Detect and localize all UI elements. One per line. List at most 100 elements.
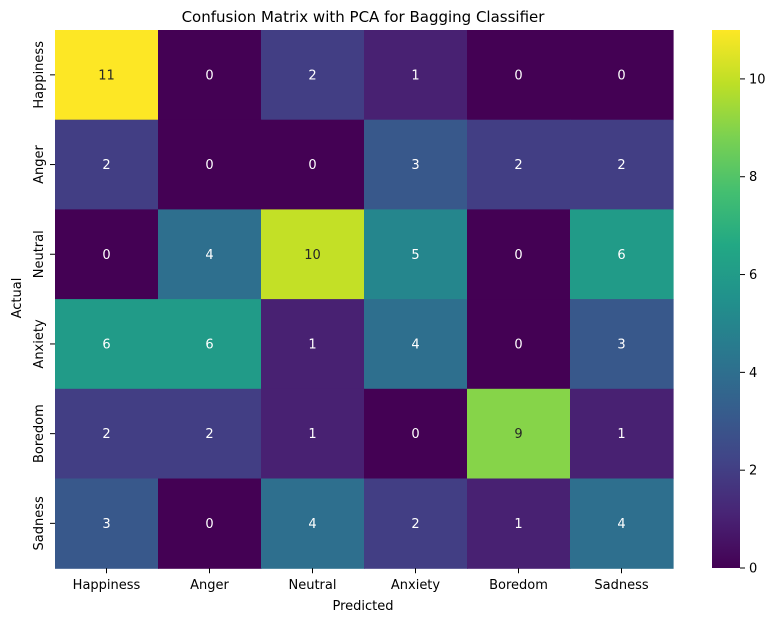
heatmap-cell <box>570 299 674 390</box>
cell-annotations: 11 0 2 1 0 02 0 0 3 2 20 4 10 5 0 66 6 1 4 0 32 2 1 0 9 13 0 4 2 1 4 <box>98 68 625 531</box>
heatmap-cell <box>364 209 468 300</box>
chart-title: Confusion Matrix with PCA for Bagging Cl… <box>182 8 546 26</box>
heatmap-cell <box>55 299 159 390</box>
cell-value-label: 2 <box>102 427 110 442</box>
colorbar-tick-label: 6 <box>749 268 757 283</box>
cell-value-label: 2 <box>205 427 213 442</box>
cell-value-label: 0 <box>308 158 316 173</box>
cell-value-label: 4 <box>617 517 625 532</box>
x-axis-label: Predicted <box>332 599 393 614</box>
heatmap-cell <box>467 388 571 480</box>
cell-value-label: 0 <box>514 337 522 352</box>
cell-value-label: 2 <box>308 68 316 83</box>
cell-value-label: 2 <box>617 158 625 173</box>
y-tick-labels: Happiness Anger Neutral Anxiety Boredom Sadne… <box>32 41 55 550</box>
cell-value-label: 0 <box>205 158 213 173</box>
heatmap-cell <box>364 30 468 121</box>
cell-value-label: 0 <box>102 248 110 263</box>
heatmap-cell <box>364 299 468 390</box>
colorbar-ticks: 0 2 4 6 8 10 <box>740 72 766 577</box>
cell-value-label: 4 <box>308 517 316 532</box>
y-axis-label: Actual <box>10 278 25 319</box>
cell-value-label: 10 <box>304 248 321 263</box>
heatmap-cell <box>261 119 365 210</box>
x-tick-label: Anger <box>190 578 229 593</box>
heatmap-cell <box>158 119 262 210</box>
heatmap-cell <box>158 478 262 569</box>
colorbar-tick-label: 8 <box>749 170 757 185</box>
heatmap-cell <box>467 30 571 121</box>
y-tick-label: Happiness <box>32 41 47 109</box>
cell-value-label: 0 <box>205 68 213 83</box>
cell-value-label: 2 <box>514 158 522 173</box>
cell-value-label: 3 <box>617 337 625 352</box>
cell-value-label: 2 <box>411 517 419 532</box>
heatmap-cell <box>364 388 468 480</box>
cell-value-label: 0 <box>514 68 522 83</box>
x-tick-label: Happiness <box>73 578 141 593</box>
heatmap-cell <box>55 209 159 300</box>
heatmap-cell <box>570 478 674 569</box>
cell-value-label: 3 <box>411 158 419 173</box>
heatmap-cell <box>261 478 365 569</box>
heatmap-cell <box>158 30 262 121</box>
y-tick-label: Boredom <box>32 404 47 463</box>
heatmap-cell <box>55 30 159 121</box>
x-tick-label: Boredom <box>489 578 548 593</box>
y-tick-label: Anxiety <box>32 319 47 369</box>
y-tick-label: Anger <box>32 145 47 184</box>
cell-value-label: 1 <box>617 427 625 442</box>
heatmap-cell <box>261 299 365 390</box>
cell-value-label: 1 <box>308 337 316 352</box>
y-tick-label: Neutral <box>32 230 47 278</box>
cell-value-label: 0 <box>617 68 625 83</box>
heatmap-cell <box>364 119 468 210</box>
heatmap-cell <box>467 209 571 300</box>
heatmap-cell <box>55 388 159 480</box>
cell-value-label: 6 <box>205 337 213 352</box>
heatmap-cell <box>261 388 365 480</box>
cell-value-label: 2 <box>102 158 110 173</box>
colorbar-tick-label: 4 <box>749 366 757 381</box>
heatmap-cell <box>467 299 571 390</box>
cell-value-label: 1 <box>514 517 522 532</box>
heatmap-cell <box>570 30 674 121</box>
cell-value-label: 6 <box>102 337 110 352</box>
heatmap-cell <box>158 209 262 300</box>
colorbar-tick-label: 2 <box>749 464 757 479</box>
heatmap-cell <box>570 388 674 480</box>
cell-value-label: 9 <box>514 427 522 442</box>
x-tick-label: Anxiety <box>391 578 441 593</box>
colorbar-tick-label: 0 <box>749 562 757 577</box>
heatmap-cell <box>261 30 365 121</box>
heatmap-cell <box>55 119 159 210</box>
heatmap-cell <box>158 388 262 480</box>
heatmap-cell <box>158 299 262 390</box>
cell-value-label: 1 <box>308 427 316 442</box>
cell-value-label: 4 <box>411 337 419 352</box>
heatmap-cell <box>570 119 674 210</box>
heatmap-cell <box>467 119 571 210</box>
heatmap-cells <box>55 30 674 569</box>
cell-value-label: 0 <box>411 427 419 442</box>
heatmap-cell <box>570 209 674 300</box>
heatmap-cell <box>467 478 571 569</box>
x-tick-label: Sadness <box>594 578 648 593</box>
heatmap-cell <box>261 209 365 300</box>
colorbar-tick-label: 10 <box>749 72 766 87</box>
colorbar <box>712 30 740 568</box>
cell-value-label: 4 <box>205 248 213 263</box>
cell-value-label: 3 <box>102 517 110 532</box>
heatmap-cell <box>364 478 468 569</box>
heatmap-cell <box>55 478 159 569</box>
cell-value-label: 1 <box>411 68 419 83</box>
cell-value-label: 5 <box>411 248 419 263</box>
cell-value-label: 0 <box>205 517 213 532</box>
y-tick-label: Sadness <box>32 496 47 550</box>
cell-value-label: 11 <box>98 68 115 83</box>
x-tick-labels: Happiness Anger Neutral Anxiety Boredom Sadne… <box>73 568 649 593</box>
x-tick-label: Neutral <box>289 578 337 593</box>
cell-value-label: 6 <box>617 248 625 263</box>
cell-value-label: 0 <box>514 248 522 263</box>
